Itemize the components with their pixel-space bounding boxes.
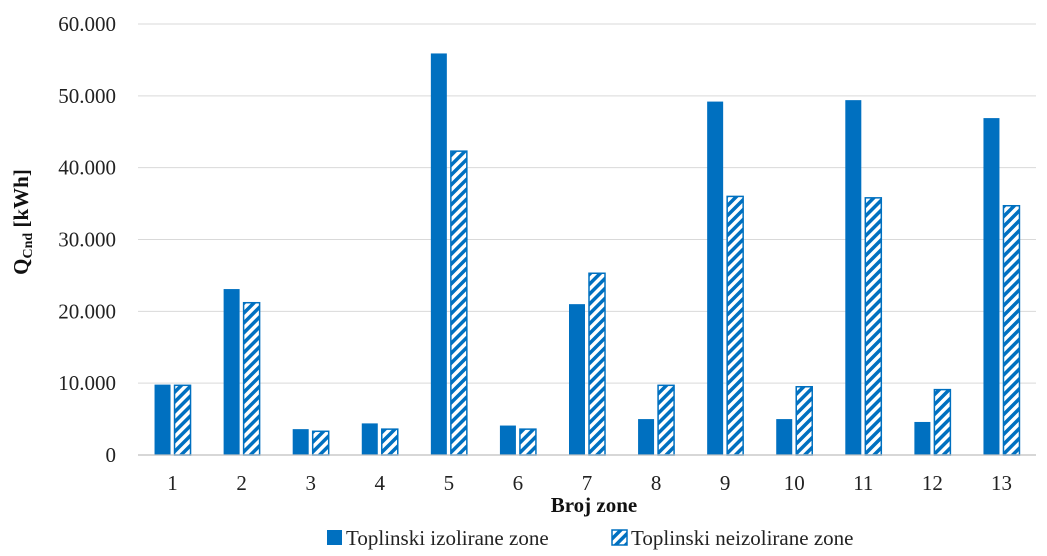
x-tick-label: 9 xyxy=(720,471,731,495)
y-tick-label: 10.000 xyxy=(58,371,116,395)
x-tick-label: 6 xyxy=(513,471,524,495)
bar-neizolirane-zone-6 xyxy=(519,428,537,456)
y-axis-title-sub: Cnd xyxy=(21,233,36,259)
bar-izolirane-zone-12 xyxy=(914,421,931,455)
x-tick-label: 13 xyxy=(991,471,1012,495)
legend-label: Toplinski neizolirane zone xyxy=(631,526,853,550)
bar-neizolirane-zone-3 xyxy=(311,430,330,456)
bar-izolirane-zone-8 xyxy=(638,419,655,455)
x-axis-title: Broj zone xyxy=(551,493,638,517)
y-axis-title-main: Q xyxy=(9,258,33,274)
bars xyxy=(154,53,1021,456)
bar-izolirane-zone-7 xyxy=(569,304,585,455)
bar-neizolirane-zone-11 xyxy=(864,197,883,456)
x-tick-label: 4 xyxy=(375,471,386,495)
bar-izolirane-zone-10 xyxy=(776,419,793,455)
bar-neizolirane-zone-13 xyxy=(1002,204,1021,456)
x-tick-label: 1 xyxy=(167,471,178,495)
bar-izolirane-zone-1 xyxy=(154,384,171,455)
y-tick-label: 40.000 xyxy=(58,156,116,180)
bar-neizolirane-zone-10 xyxy=(795,386,813,456)
x-tick-label: 5 xyxy=(444,471,455,495)
x-tick-label: 8 xyxy=(651,471,662,495)
y-axis-title: QCnd [kWh] xyxy=(9,169,36,275)
x-axis-ticks: 1 2 3 4 5 6 7 8 9 10 11 12 13 xyxy=(167,471,1012,495)
legend-swatch-hatched xyxy=(611,529,628,546)
bar-izolirane-zone-3 xyxy=(292,429,309,455)
x-tick-label: 3 xyxy=(305,471,316,495)
gridlines xyxy=(138,23,1036,384)
y-tick-label: 30.000 xyxy=(58,228,116,252)
x-tick-label: 10 xyxy=(784,471,805,495)
bar-neizolirane-zone-12 xyxy=(933,388,952,456)
x-tick-label: 7 xyxy=(582,471,593,495)
bar-izolirane-zone-4 xyxy=(361,423,378,455)
bar-izolirane-zone-9 xyxy=(707,101,724,455)
bar-neizolirane-zone-8 xyxy=(657,384,675,456)
bar-izolirane-zone-6 xyxy=(499,425,516,455)
bar-neizolirane-zone-2 xyxy=(242,301,261,456)
bar-izolirane-zone-13 xyxy=(983,118,1000,455)
bar-neizolirane-zone-5 xyxy=(450,150,468,456)
legend-label: Toplinski izolirane zone xyxy=(346,526,549,550)
bar-neizolirane-zone-1 xyxy=(173,384,192,456)
y-tick-label: 20.000 xyxy=(58,299,116,323)
bar-neizolirane-zone-7 xyxy=(588,272,606,456)
bar-neizolirane-zone-9 xyxy=(726,195,744,456)
legend: Toplinski izolirane zone Toplinski neizol… xyxy=(327,526,853,550)
y-tick-label: 60.000 xyxy=(58,12,116,36)
bar-izolirane-zone-2 xyxy=(223,289,240,455)
bar-izolirane-zone-5 xyxy=(430,53,447,456)
x-tick-label: 12 xyxy=(922,471,943,495)
x-tick-label: 11 xyxy=(853,471,873,495)
legend-swatch-solid xyxy=(327,530,342,545)
y-tick-label: 50.000 xyxy=(58,84,116,108)
x-tick-label: 2 xyxy=(236,471,247,495)
y-axis-ticks: 0 10.000 20.000 30.000 40.000 50.000 60.000 xyxy=(58,12,116,467)
y-tick-label: 0 xyxy=(106,443,117,467)
bar-izolirane-zone-11 xyxy=(845,100,862,455)
y-axis-title-unit: [kWh] xyxy=(9,169,33,233)
bar-neizolirane-zone-4 xyxy=(381,428,399,456)
